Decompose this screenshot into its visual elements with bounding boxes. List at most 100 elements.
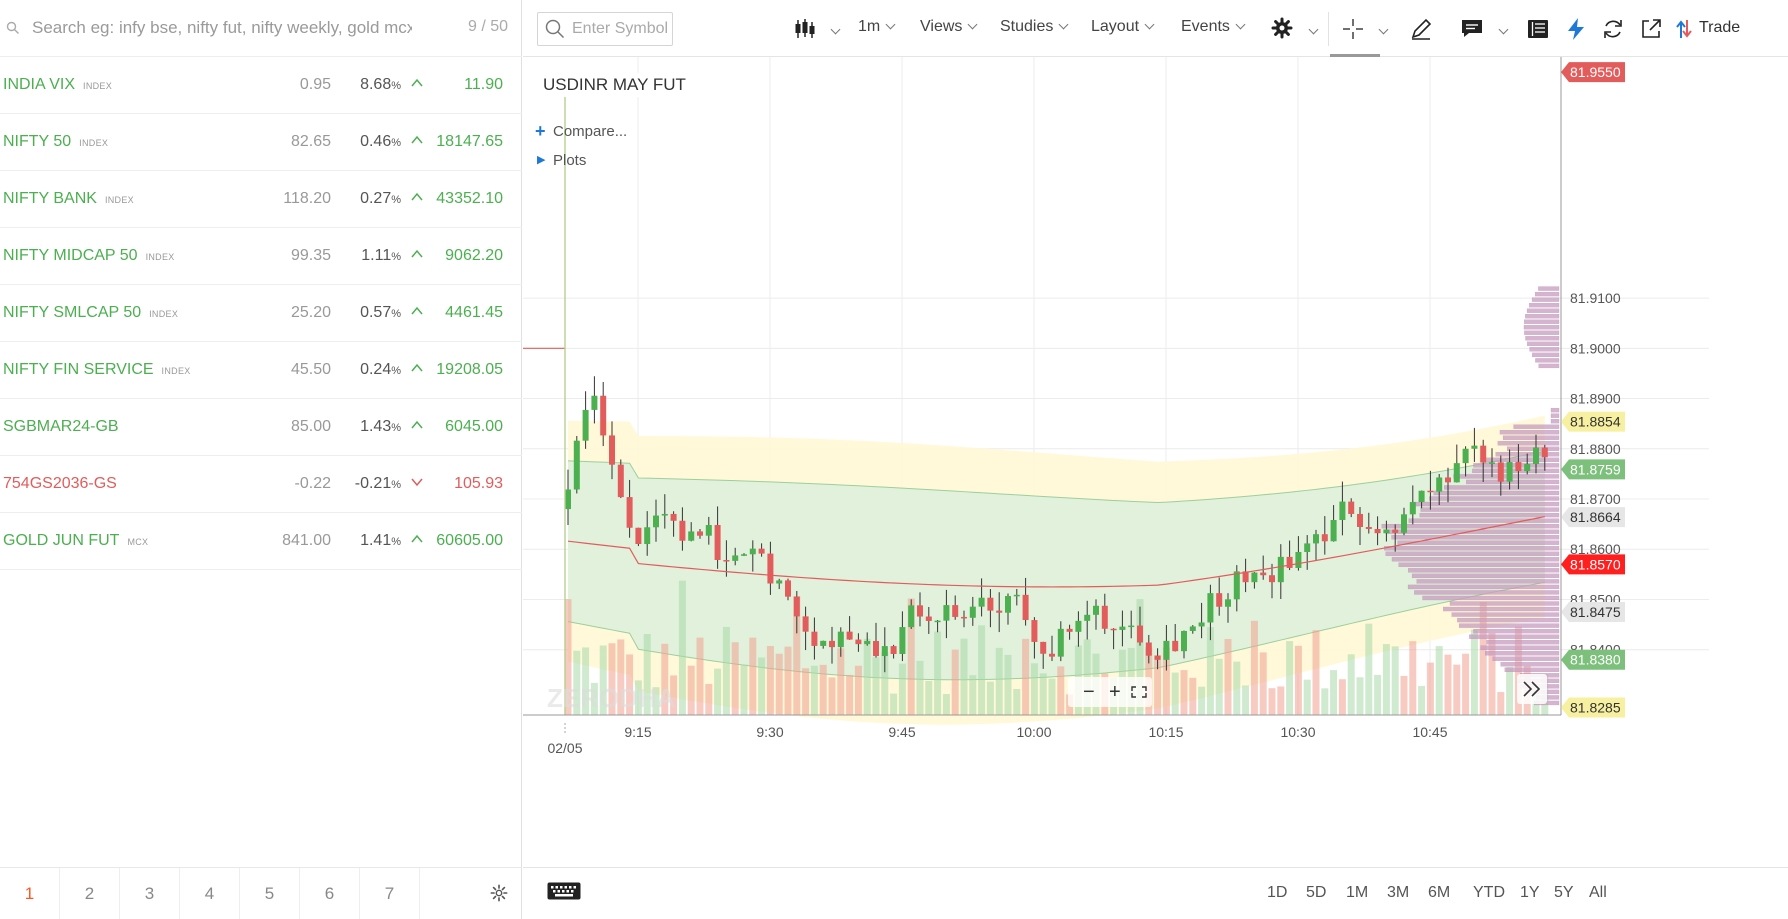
- compare-label: Compare...: [553, 123, 628, 140]
- studies-dropdown[interactable]: Studies: [1000, 18, 1069, 36]
- volume-bar: [1259, 652, 1267, 715]
- watchlist-search: 9 / 50: [0, 0, 522, 57]
- instrument-name: INDIA VIX INDEX: [3, 76, 113, 93]
- exchange-badge: INDEX: [149, 309, 179, 319]
- candle-body: [1348, 501, 1355, 514]
- price-marker-label: 81.8475: [1570, 604, 1621, 620]
- views-dropdown[interactable]: Views: [920, 18, 978, 36]
- range-button[interactable]: 3M: [1387, 884, 1410, 901]
- candle-body: [793, 596, 800, 617]
- candle-body: [846, 631, 853, 640]
- symbol-input[interactable]: [572, 20, 672, 38]
- zoom-in-icon[interactable]: +: [1109, 681, 1121, 703]
- candle-body: [1374, 528, 1381, 534]
- watchlist-page-tab[interactable]: 6: [300, 868, 360, 919]
- volume-bar: [626, 654, 634, 715]
- volume-bar: [749, 637, 757, 715]
- watchlist-page-tab[interactable]: 5: [240, 868, 300, 919]
- table-icon[interactable]: [1526, 17, 1550, 41]
- exchange-badge: INDEX: [145, 252, 175, 262]
- watchlist-page-tab[interactable]: 3: [120, 868, 180, 919]
- volume-bar: [1162, 647, 1170, 715]
- fullscreen-icon[interactable]: [1131, 686, 1147, 698]
- watchlist-row[interactable]: NIFTY FIN SERVICE INDEX 45.50 0.24% 19208.05: [0, 342, 522, 399]
- price-marker-label: 81.8285: [1570, 699, 1621, 715]
- compare-button[interactable]: + Compare...: [535, 121, 628, 141]
- chevron-down-icon[interactable]: [830, 24, 841, 35]
- layout-dropdown[interactable]: Layout: [1091, 18, 1155, 36]
- popout-icon[interactable]: [1639, 17, 1663, 41]
- watchlist-row[interactable]: NIFTY BANK INDEX 118.20 0.27% 43352.10: [0, 171, 522, 228]
- candle-body: [811, 631, 818, 646]
- candle-body: [609, 435, 615, 465]
- events-dropdown[interactable]: Events: [1181, 18, 1246, 36]
- chevron-up-icon: [411, 192, 423, 201]
- watchlist-row[interactable]: GOLD JUN FUT MCX 841.00 1.41% 60605.00: [0, 513, 522, 570]
- candle-body: [1269, 575, 1275, 583]
- zoom-controls[interactable]: − +: [1068, 677, 1152, 707]
- range-button[interactable]: YTD: [1473, 884, 1505, 901]
- refresh-icon[interactable]: [1601, 17, 1625, 41]
- lightning-icon[interactable]: [1564, 17, 1588, 41]
- volume-bar: [784, 646, 792, 715]
- candle-body: [1409, 502, 1416, 515]
- watchlist-page-tab[interactable]: 1: [0, 868, 60, 919]
- symbol-search[interactable]: [537, 12, 673, 46]
- price-marker-bg: [1561, 459, 1625, 480]
- chevron-down-icon: [411, 478, 423, 487]
- volume-bar: [1391, 646, 1399, 715]
- candle-body: [1119, 626, 1126, 630]
- watchlist-row[interactable]: 754GS2036-GS -0.22 -0.21% 105.93: [0, 456, 522, 513]
- range-button[interactable]: 5D: [1306, 884, 1327, 901]
- volume-bar: [819, 664, 827, 715]
- candle-body: [1365, 527, 1372, 529]
- keyboard-icon[interactable]: [547, 882, 581, 900]
- candle-body: [1031, 620, 1038, 642]
- pencil-icon[interactable]: [1409, 17, 1433, 41]
- volume-bar: [1330, 670, 1338, 715]
- watchlist-row[interactable]: NIFTY 50 INDEX 82.65 0.46% 18147.65: [0, 114, 522, 171]
- interval-dropdown[interactable]: 1m: [858, 18, 896, 36]
- candle-body: [785, 580, 791, 597]
- chart-canvas[interactable]: ZERODHA 81.9100 81.9000 81.8900 81.8800 81.87…: [523, 57, 1788, 853]
- range-button[interactable]: 5Y: [1554, 884, 1574, 901]
- plots-button[interactable]: ▶ Plots: [537, 152, 586, 169]
- candle-body: [1013, 594, 1020, 597]
- watchlist-row[interactable]: SGBMAR24-GB 85.00 1.43% 6045.00: [0, 399, 522, 456]
- profile-bar: [1550, 407, 1560, 413]
- range-button[interactable]: 6M: [1428, 884, 1451, 901]
- chart-svg[interactable]: ZERODHA 81.9100 81.9000 81.8900 81.8800 81.87…: [523, 57, 1788, 853]
- comment-icon[interactable]: [1460, 17, 1484, 41]
- scroll-right-button[interactable]: [1517, 674, 1547, 704]
- watchlist-page-tab[interactable]: 4: [180, 868, 240, 919]
- candle-body: [697, 531, 703, 536]
- trade-button[interactable]: Trade: [1675, 17, 1745, 41]
- candle-body: [1480, 445, 1487, 463]
- watchlist-row[interactable]: INDIA VIX INDEX 0.95 8.68% 11.90: [0, 57, 522, 114]
- crosshair-icon[interactable]: [1341, 17, 1365, 41]
- chevron-down-icon[interactable]: [1378, 24, 1389, 35]
- profile-bar: [1420, 507, 1560, 512]
- profile-bar: [1524, 330, 1560, 335]
- candle-body: [582, 409, 589, 441]
- volume-bar: [775, 653, 783, 715]
- watchlist-page-tab[interactable]: 2: [60, 868, 120, 919]
- gear-icon[interactable]: [1270, 16, 1294, 40]
- search-input[interactable]: [32, 18, 412, 38]
- zoom-out-icon[interactable]: −: [1083, 681, 1095, 703]
- range-button[interactable]: All: [1589, 884, 1607, 901]
- range-button[interactable]: 1D: [1267, 884, 1288, 901]
- gear-icon[interactable]: [490, 884, 508, 902]
- profile-bar: [1385, 551, 1560, 556]
- candlestick-icon[interactable]: [793, 17, 817, 41]
- range-button[interactable]: 1M: [1346, 884, 1369, 901]
- volume-bar: [696, 637, 704, 715]
- watchlist-page-tab[interactable]: 7: [360, 868, 420, 919]
- watchlist-row[interactable]: NIFTY SMLCAP 50 INDEX 25.20 0.57% 4461.45: [0, 285, 522, 342]
- volume-profile: [1381, 286, 1560, 706]
- candle-body: [1321, 534, 1328, 542]
- range-button[interactable]: 1Y: [1520, 884, 1540, 901]
- chevron-down-icon[interactable]: [1498, 24, 1509, 35]
- chevron-down-icon[interactable]: [1308, 24, 1319, 35]
- watchlist-row[interactable]: NIFTY MIDCAP 50 INDEX 99.35 1.11% 9062.20: [0, 228, 522, 285]
